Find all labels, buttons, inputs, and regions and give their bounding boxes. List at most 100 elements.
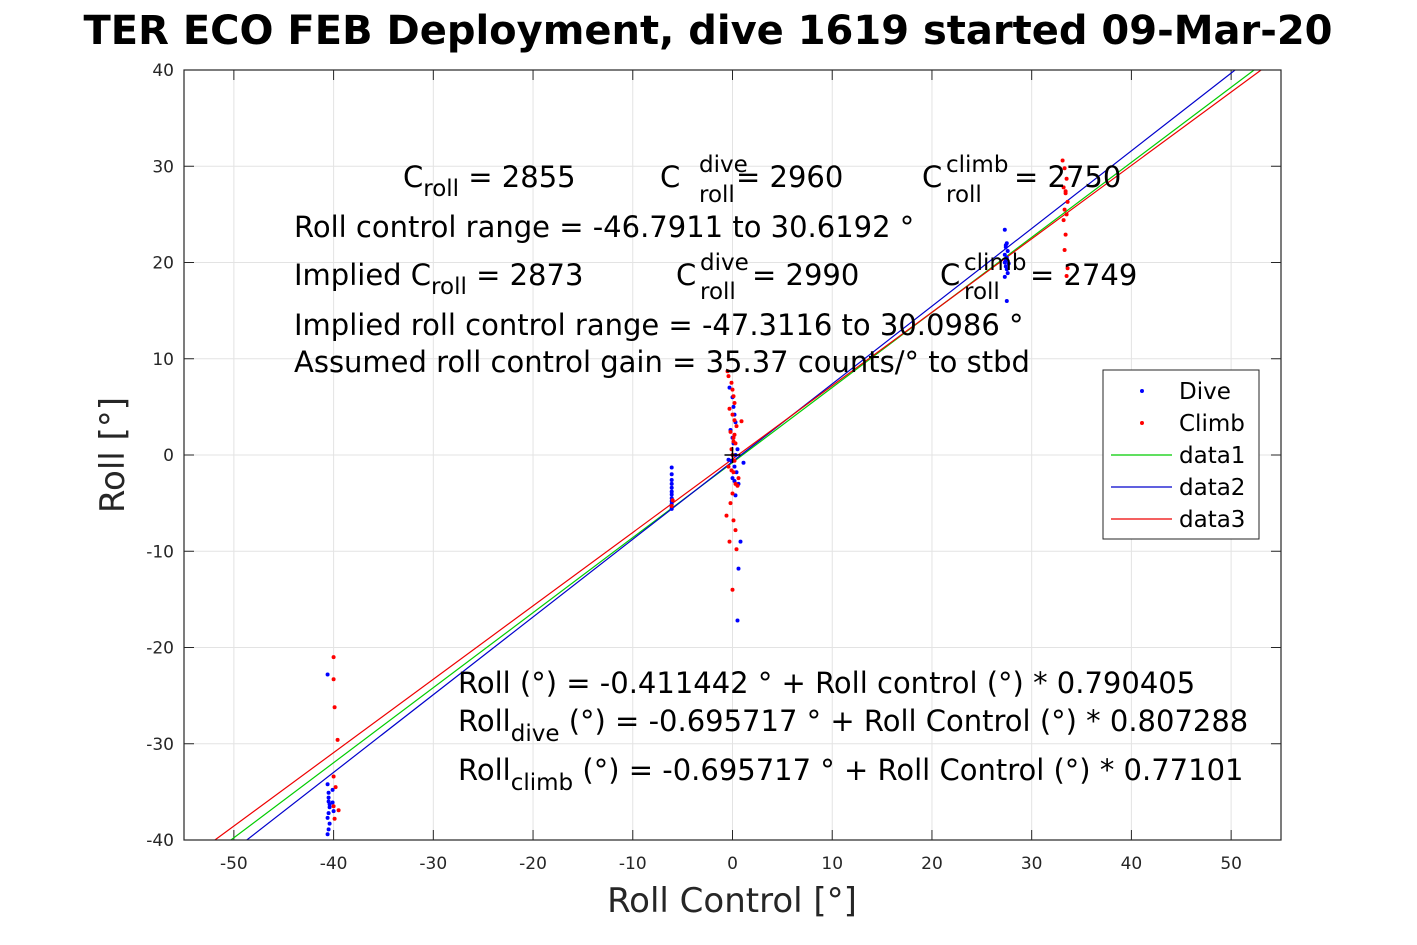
- x-tick-label: 10: [821, 854, 843, 874]
- legend-marker-dive: [1140, 389, 1144, 393]
- y-tick-label: 0: [163, 446, 174, 466]
- y-tick-label: 20: [152, 254, 174, 274]
- data-point-climb: [1064, 212, 1069, 217]
- data-point-dive: [1002, 252, 1007, 257]
- annotation-fit-climb: Rollclimb (°) = -0.695717 ° + Roll Contr…: [458, 753, 1243, 796]
- data-point-climb: [1062, 207, 1067, 212]
- svg-text:roll: roll: [700, 279, 736, 305]
- y-tick-label: 30: [152, 157, 174, 177]
- data-point-dive: [736, 566, 741, 571]
- legend-label-data3: data3: [1179, 507, 1245, 533]
- data-point-climb: [726, 464, 731, 469]
- data-point-dive: [331, 809, 336, 814]
- data-point-climb: [1061, 185, 1066, 190]
- x-tick-label: 0: [727, 854, 738, 874]
- data-point-dive: [1004, 267, 1009, 272]
- data-point-climb: [733, 528, 738, 533]
- data-point-climb: [732, 458, 737, 463]
- data-point-climb: [729, 468, 734, 473]
- data-point-dive: [326, 790, 331, 795]
- data-point-dive: [325, 832, 330, 837]
- data-point-climb: [332, 816, 337, 821]
- data-point-climb: [1064, 176, 1069, 181]
- annotation-range: Roll control range = -46.7911 to 30.6192…: [294, 210, 914, 244]
- svg-text:C: C: [922, 160, 942, 194]
- data-point-climb: [724, 513, 729, 518]
- data-point-dive: [326, 811, 331, 816]
- x-tick-label: 20: [921, 854, 943, 874]
- data-point-climb: [728, 429, 733, 434]
- data-point-dive: [734, 470, 739, 475]
- data-point-climb: [1062, 166, 1067, 171]
- data-point-climb: [331, 655, 336, 660]
- annotation-gain: Assumed roll control gain = 35.37 counts…: [294, 345, 1030, 379]
- data-point-climb: [331, 774, 336, 779]
- data-point-dive: [669, 506, 674, 511]
- svg-text:roll: roll: [964, 279, 1000, 305]
- data-point-climb: [670, 498, 675, 503]
- series-line-data2: [246, 70, 1236, 840]
- svg-text:climb: climb: [964, 250, 1026, 276]
- annotation-implied-c-roll: Implied Croll = 2873: [294, 258, 583, 300]
- data-point-dive: [330, 800, 335, 805]
- legend: Dive Climb data1 data2 data3: [1102, 369, 1260, 540]
- data-point-dive: [326, 827, 331, 832]
- data-point-climb: [730, 387, 735, 392]
- data-point-dive: [731, 404, 736, 409]
- data-point-dive: [1004, 299, 1009, 303]
- svg-text:= 2749: = 2749: [1030, 258, 1137, 292]
- legend-label-climb: Climb: [1179, 411, 1245, 437]
- data-point-dive: [669, 472, 674, 477]
- data-point-dive: [326, 795, 331, 800]
- data-point-dive: [733, 493, 738, 498]
- data-point-dive: [1002, 227, 1007, 232]
- y-axis-label: Roll [°]: [93, 397, 133, 513]
- data-point-climb: [731, 439, 736, 444]
- data-point-climb: [333, 785, 338, 790]
- data-point-dive: [741, 460, 746, 465]
- data-point-dive: [325, 782, 330, 787]
- data-point-climb: [1065, 266, 1070, 271]
- data-point-dive: [732, 464, 737, 469]
- data-point-climb: [335, 737, 340, 742]
- annotation-fit: Roll (°) = -0.411442 ° + Roll control (°…: [458, 666, 1195, 700]
- x-tick-label: -20: [519, 854, 547, 874]
- data-point-climb: [1064, 274, 1069, 278]
- legend-label-data1: data1: [1179, 443, 1245, 469]
- data-point-climb: [331, 677, 336, 682]
- data-point-climb: [331, 804, 336, 809]
- x-tick-label: 50: [1220, 854, 1242, 874]
- svg-text:roll: roll: [946, 182, 982, 208]
- x-tick-label: -30: [419, 854, 447, 874]
- data-point-dive: [1005, 271, 1010, 276]
- y-tick-label: -40: [146, 831, 174, 851]
- x-tick-label: -10: [619, 854, 647, 874]
- y-ticks: -40 -30 -20 -10 0 10 20 30 40: [146, 61, 1281, 851]
- data-point-climb: [730, 491, 735, 496]
- data-point-climb: [1060, 158, 1065, 163]
- data-point-climb: [1063, 232, 1068, 237]
- data-point-climb: [734, 547, 739, 552]
- origin-marker: [724, 447, 741, 463]
- svg-text:C: C: [660, 160, 680, 194]
- svg-text:C: C: [676, 258, 696, 292]
- svg-text:dive: dive: [700, 250, 749, 276]
- legend-label-data2: data2: [1179, 475, 1245, 501]
- x-ticks: -50 -40 -30 -20 -10 0 10 20 30 40 50: [220, 70, 1242, 874]
- data-point-climb: [739, 419, 744, 424]
- data-point-climb: [1063, 189, 1068, 194]
- data-point-dive: [730, 476, 735, 481]
- data-point-dive: [327, 802, 332, 807]
- x-axis-label: Roll Control [°]: [607, 881, 857, 921]
- data-point-dive: [669, 478, 674, 482]
- svg-text:= 2960: = 2960: [736, 160, 843, 194]
- annotation-c-roll-climb: C climb roll = 2750: [922, 152, 1121, 208]
- data-point-climb: [731, 394, 736, 399]
- data-point-dive: [735, 618, 740, 623]
- data-point-dive: [669, 485, 674, 490]
- data-point-dive: [727, 385, 732, 390]
- y-tick-label: -30: [146, 735, 174, 755]
- x-tick-label: 30: [1021, 854, 1043, 874]
- data-point-dive: [669, 492, 674, 497]
